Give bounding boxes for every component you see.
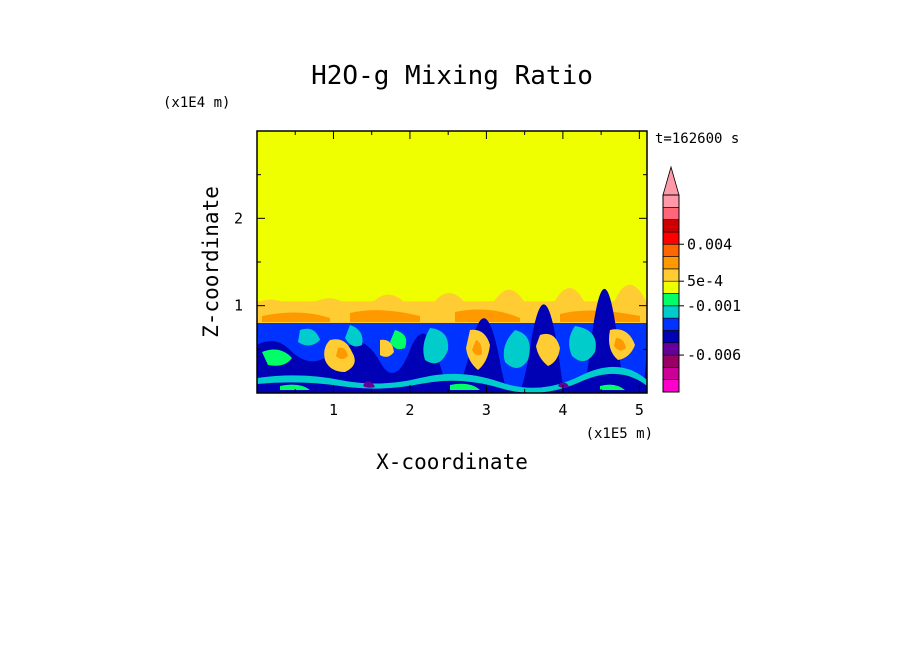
y-tick-label: 1 [234, 297, 243, 315]
colorbar-swatch [662, 268, 680, 282]
x-tick-label: 2 [405, 401, 414, 419]
colorbar-swatch [662, 207, 680, 220]
colorbar-labels: 0.004 5e-4 -0.001 -0.006 [679, 235, 741, 364]
colorbar-swatch [662, 280, 680, 294]
x-axis-label: X-coordinate [376, 450, 528, 474]
colorbar-swatch [662, 243, 680, 257]
colorbar-swatch [662, 354, 680, 368]
boundary-layer-structures [257, 289, 647, 393]
colorbar-label: -0.006 [687, 346, 741, 364]
colorbar-swatch [662, 194, 680, 208]
colorbar-swatch [662, 231, 680, 245]
x-tick-label: 1 [329, 401, 338, 419]
colorbar-swatch [662, 330, 680, 344]
colorbar [662, 165, 680, 393]
y-multiplier-label: (x1E4 m) [163, 95, 230, 111]
y-tick-labels: 12 [234, 209, 243, 314]
colorbar-swatch [662, 342, 680, 356]
x-tick-labels: 1 2 3 4 5 [329, 401, 644, 419]
colorbar-swatch [662, 293, 680, 307]
y-tick-label: 2 [234, 209, 243, 227]
colorbar-label: 0.004 [687, 235, 732, 253]
x-tick-label: 3 [482, 401, 491, 419]
y-axis-ticks [257, 174, 647, 350]
colorbar-swatch [662, 317, 680, 331]
colorbar-swatch [662, 256, 680, 270]
x-axis-ticks [294, 131, 640, 393]
colorbar-swatch [662, 219, 680, 233]
colorbar-swatch [662, 379, 680, 393]
colorbar-label: 5e-4 [687, 272, 723, 290]
chart-title: H2O-g Mixing Ratio [311, 61, 593, 91]
heatmap-area [257, 131, 647, 393]
colorbar-swatch [662, 367, 680, 380]
x-tick-label: 5 [635, 401, 644, 419]
y-axis-label: Z-coordinate [199, 186, 223, 338]
colorbar-swatch [662, 305, 680, 319]
x-multiplier-label: (x1E5 m) [586, 426, 653, 442]
time-label: t=162600 s [655, 131, 739, 147]
colorbar-frame [662, 194, 680, 393]
x-tick-label: 4 [558, 401, 567, 419]
transition-streaks [262, 309, 640, 322]
colorbar-max-arrow [662, 165, 680, 196]
colorbar-label: -0.001 [687, 297, 741, 315]
